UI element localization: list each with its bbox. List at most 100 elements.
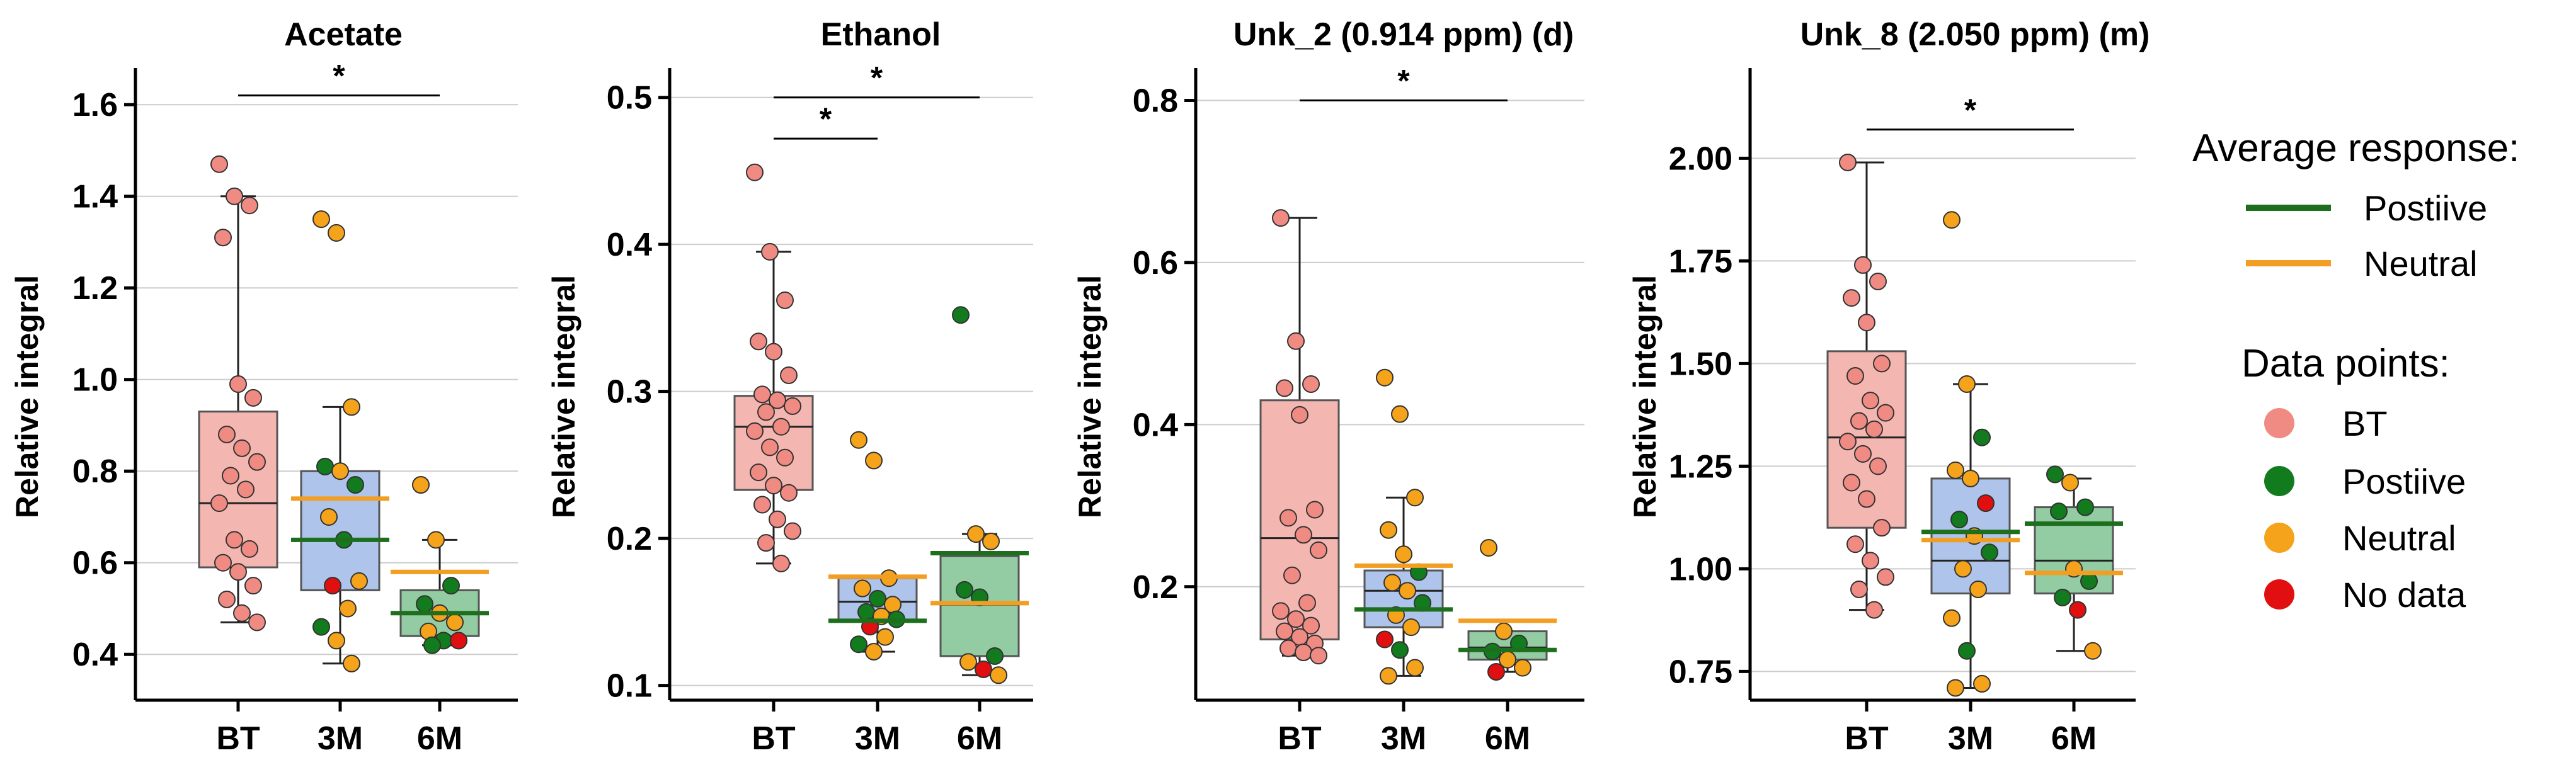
data-point — [1843, 289, 1860, 307]
box-6m — [939, 533, 1020, 676]
data-point — [241, 540, 258, 558]
data-point — [339, 599, 357, 618]
data-point — [1865, 601, 1883, 619]
data-point — [967, 525, 985, 543]
legend-points-no-data-label: No data — [2342, 575, 2466, 615]
data-point — [1977, 494, 1995, 513]
data-point — [222, 467, 239, 485]
data-point — [975, 660, 992, 678]
data-point — [854, 579, 871, 598]
data-point — [1279, 639, 1297, 657]
legend-points-title: Data points: — [2241, 342, 2450, 385]
data-point — [982, 532, 1000, 550]
data-point — [2076, 498, 2094, 516]
data-point — [214, 553, 232, 572]
data-point — [210, 155, 228, 173]
points-bt — [746, 163, 801, 572]
data-point — [1514, 659, 1531, 677]
data-point — [316, 457, 334, 475]
data-point — [753, 385, 771, 404]
data-point — [865, 642, 883, 661]
data-point — [2084, 642, 2102, 660]
data-point — [1391, 641, 1409, 659]
data-point — [244, 389, 262, 407]
data-point — [229, 375, 247, 393]
data-point — [1376, 630, 1394, 649]
data-point — [1958, 375, 1976, 393]
data-point — [233, 439, 251, 457]
legend: Average response: Postiive Neutral Data … — [2192, 127, 2519, 615]
chart-title: Unk_8 (2.050 ppm) (m) — [1800, 16, 2150, 53]
chart-title: Ethanol — [821, 16, 941, 53]
x-tick-label: 3M — [318, 720, 363, 757]
points-6m — [2046, 465, 2102, 660]
panel-unk-2-0-914-ppm-d: 0.2 0.4 0.6 0.8 Unk_2 (0.914 ppm) (d) Relativ… — [1072, 16, 1584, 757]
data-point — [761, 242, 779, 261]
data-point — [1383, 574, 1401, 592]
significance-label: * — [333, 59, 345, 94]
data-point — [1399, 582, 1416, 600]
y-tick-label: 1.75 — [1669, 243, 1732, 280]
panels: 0.4 0.6 0.8 1.0 1.2 1.4 1.6 Acetate Relative int… — [9, 16, 2150, 757]
data-point — [2050, 502, 2068, 521]
data-point — [784, 397, 801, 416]
data-point — [876, 628, 894, 646]
data-point — [1487, 662, 1505, 681]
data-point — [237, 480, 255, 499]
y-tick-label: 0.8 — [72, 453, 118, 490]
y-axis-label: Relative integral — [1627, 275, 1663, 518]
data-point — [320, 508, 338, 526]
box-3m — [300, 406, 381, 665]
data-point — [1310, 647, 1327, 665]
data-point — [1272, 602, 1290, 620]
data-point — [442, 577, 460, 595]
x-tick-label: 3M — [1381, 720, 1426, 757]
y-tick-label: 1.25 — [1669, 448, 1732, 485]
y-tick-label: 0.75 — [1669, 654, 1732, 690]
panel-ethanol: 0.1 0.2 0.3 0.4 0.5 Ethanol Relative integral *… — [546, 16, 1033, 757]
data-point — [1287, 332, 1305, 350]
data-point — [2046, 465, 2064, 484]
significance-label: * — [820, 101, 832, 137]
x-tick-label: BT — [1278, 720, 1322, 757]
points-3m — [1376, 368, 1431, 685]
data-point — [1850, 580, 1868, 598]
data-point — [1862, 392, 1879, 410]
y-tick-label: 1.00 — [1669, 551, 1732, 587]
data-point — [446, 613, 464, 632]
x-tick-label: BT — [1845, 720, 1889, 757]
data-point — [769, 391, 786, 409]
data-point — [746, 163, 764, 181]
data-point — [746, 422, 764, 440]
data-point — [214, 229, 232, 247]
data-point — [226, 187, 243, 205]
data-point — [1391, 405, 1409, 423]
data-point — [959, 653, 977, 671]
y-tick-label: 0.4 — [72, 637, 118, 673]
data-point — [1969, 580, 1987, 598]
data-point — [986, 647, 1004, 665]
y-tick-label: 0.3 — [607, 374, 652, 411]
y-tick-label: 0.6 — [1133, 245, 1178, 281]
data-point — [1947, 679, 1964, 697]
data-point — [776, 291, 794, 309]
points-3m — [1943, 211, 1998, 697]
data-point — [1958, 642, 1976, 660]
legend-points-neutral-label: Neutral — [2342, 518, 2456, 558]
data-point — [312, 210, 330, 229]
legend-average-positive-label: Postiive — [2364, 188, 2487, 228]
significance-label: * — [1397, 63, 1410, 98]
data-point — [226, 531, 243, 549]
data-point — [233, 604, 251, 622]
data-point — [1877, 568, 1894, 586]
data-point — [1276, 622, 1293, 640]
legend-average-title: Average response: — [2192, 127, 2519, 170]
y-tick-label: 0.1 — [607, 668, 652, 705]
data-point — [1276, 379, 1293, 397]
data-point — [1295, 644, 1312, 662]
data-point — [1283, 566, 1301, 584]
data-point — [343, 398, 360, 416]
box-6m — [399, 538, 480, 647]
data-point — [229, 563, 247, 581]
data-point — [1291, 406, 1308, 424]
